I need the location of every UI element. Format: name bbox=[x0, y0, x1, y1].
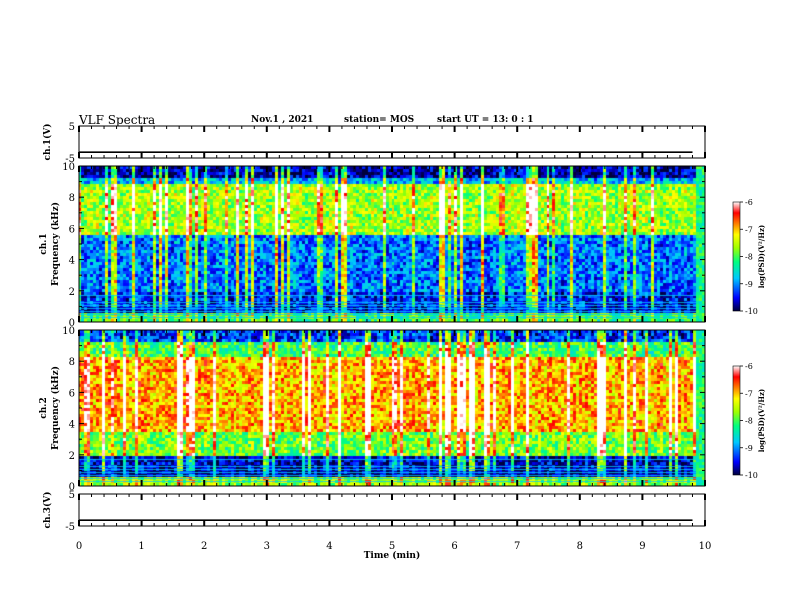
ch1-waveform-ylabel: ch.1(V) bbox=[42, 124, 53, 161]
station-label: station= MOS bbox=[344, 115, 415, 125]
y-tick-label-2-2: 4 bbox=[69, 420, 75, 431]
figure-title: VLF Spectra bbox=[79, 113, 156, 127]
y-tick-label-2-0: 0 bbox=[69, 482, 75, 493]
spectrogram-image-1 bbox=[79, 166, 705, 322]
start-time-label: start UT = 13: 0 : 1 bbox=[437, 115, 534, 125]
colorbar-tick-label-1-3: -9 bbox=[745, 280, 753, 289]
y-tick-label-2-1: 2 bbox=[69, 451, 75, 462]
colorbar-tick-label-1-0: -6 bbox=[745, 198, 753, 207]
colorbar-tick-label-1-1: -7 bbox=[745, 225, 753, 234]
y-tick-label-3-1: -5 bbox=[65, 522, 75, 533]
x-tick-label-1: 1 bbox=[138, 541, 144, 552]
x-tick-label-8: 8 bbox=[577, 541, 583, 552]
x-tick-label-9: 9 bbox=[639, 541, 645, 552]
ch1-spectrogram-ylabel-unit: Frequency (kHz) bbox=[50, 202, 61, 286]
x-tick-label-3: 3 bbox=[264, 541, 270, 552]
y-tick-label-1-2: 4 bbox=[69, 256, 75, 267]
x-tick-label-4: 4 bbox=[326, 541, 332, 552]
y-tick-label-1-3: 6 bbox=[69, 224, 75, 235]
colorbar-tick-label-1-4: -10 bbox=[745, 307, 758, 316]
x-tick-label-6: 6 bbox=[451, 541, 457, 552]
ch2-spectrogram-ylabel-unit: Frequency (kHz) bbox=[50, 366, 61, 450]
x-tick-label-0: 0 bbox=[76, 541, 82, 552]
y-tick-label-2-4: 8 bbox=[69, 357, 75, 368]
y-tick-label-2-3: 6 bbox=[69, 388, 75, 399]
y-tick-label-0-1: -5 bbox=[65, 154, 75, 165]
x-tick-label-5: 5 bbox=[389, 541, 395, 552]
y-tick-label-1-4: 8 bbox=[69, 193, 75, 204]
x-tick-label-7: 7 bbox=[514, 541, 520, 552]
colorbar-label-1: log(PSD)(V²/Hz) bbox=[757, 225, 766, 289]
x-tick-label-10: 10 bbox=[699, 541, 712, 552]
colorbar-2 bbox=[732, 365, 741, 476]
colorbar-tick-label-2-1: -7 bbox=[745, 389, 753, 398]
colorbar-tick-label-2-4: -10 bbox=[745, 471, 758, 480]
colorbar-tick-label-1-2: -8 bbox=[745, 253, 753, 262]
x-axis-title: Time (min) bbox=[364, 550, 421, 561]
y-tick-label-1-5: 10 bbox=[62, 162, 75, 173]
y-tick-label-1-1: 2 bbox=[69, 287, 75, 298]
spectrogram-image-2 bbox=[79, 330, 705, 486]
date-label: Nov.1 , 2021 bbox=[251, 115, 314, 125]
colorbar-label-2: log(PSD)(V²/Hz) bbox=[757, 389, 766, 453]
y-tick-label-1-0: 0 bbox=[69, 318, 75, 329]
ch1-spectrogram-ylabel-channel: ch.1 bbox=[39, 233, 49, 254]
colorbar-tick-label-2-0: -6 bbox=[745, 362, 753, 371]
y-tick-label-0-0: 5 bbox=[69, 122, 75, 133]
y-tick-label-2-5: 10 bbox=[62, 326, 75, 337]
ch3-waveform-ylabel: ch.3(V) bbox=[42, 492, 53, 529]
y-tick-label-3-0: 5 bbox=[69, 490, 75, 501]
colorbar-1 bbox=[732, 201, 741, 312]
ch2-spectrogram-ylabel-channel: ch.2 bbox=[39, 397, 49, 418]
x-tick-label-2: 2 bbox=[201, 541, 207, 552]
colorbar-tick-label-2-2: -8 bbox=[745, 417, 753, 426]
colorbar-tick-label-2-3: -9 bbox=[745, 444, 753, 453]
